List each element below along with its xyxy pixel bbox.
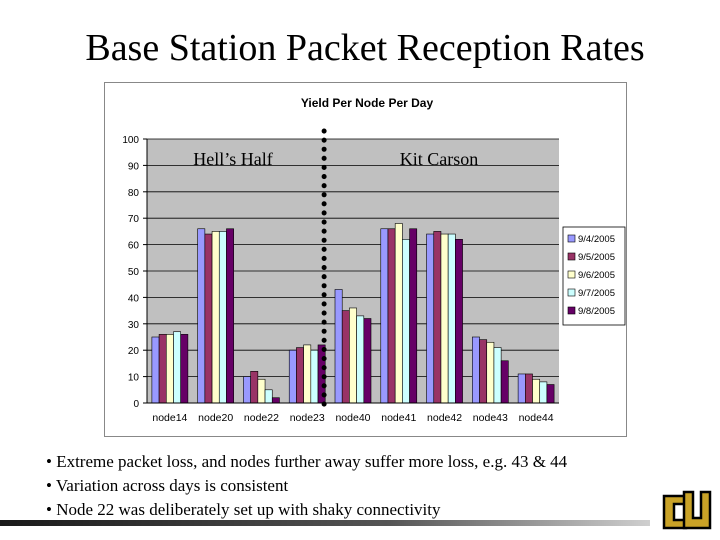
bar [472, 336, 480, 404]
y-tick-label: 80 [128, 188, 140, 199]
bar [447, 233, 456, 404]
cu-logo-icon [662, 490, 712, 530]
y-tick-label: 100 [122, 135, 139, 146]
x-tick-label: node14 [152, 412, 187, 424]
legend-swatch [567, 288, 576, 297]
legend-swatch [567, 252, 576, 261]
bar [409, 228, 418, 404]
x-tick-label: node22 [244, 412, 279, 424]
chart-frame: Yield Per Node Per Day 0 10 20 30 40 50 60 70 80… [104, 82, 627, 437]
x-tick-label: node44 [519, 412, 554, 424]
y-tick-label: 50 [128, 267, 140, 278]
bar [455, 239, 463, 404]
x-tick-label: node40 [335, 412, 370, 424]
legend-swatch [567, 234, 576, 243]
bar [158, 334, 167, 404]
legend-label: 9/4/2005 [578, 234, 615, 245]
bar [264, 389, 273, 404]
bullet-item: • Node 22 was deliberately set up with s… [46, 500, 441, 519]
bar [394, 223, 403, 404]
footer-bar [0, 520, 650, 526]
region-annotation: Hell’s Half [193, 149, 272, 169]
bar [173, 331, 181, 404]
bar [486, 341, 495, 404]
bar [218, 231, 227, 404]
bar [271, 397, 280, 404]
legend-label: 9/8/2005 [578, 306, 615, 317]
bar [257, 378, 266, 404]
bar [250, 371, 259, 404]
bar [243, 376, 251, 404]
x-tick-label: node20 [198, 412, 233, 424]
bar [440, 233, 449, 404]
bar [539, 381, 548, 404]
region-annotation: Kit Carson [400, 149, 479, 169]
legend-label: 9/7/2005 [578, 288, 615, 299]
x-tick-label: node43 [473, 412, 508, 424]
bar [180, 334, 189, 404]
y-tick-label: 0 [133, 399, 139, 410]
bar [334, 289, 343, 404]
y-tick-label: 70 [128, 214, 140, 225]
bar [479, 339, 488, 404]
bar [500, 360, 509, 404]
y-tick-label: 60 [128, 241, 140, 252]
legend-swatch [567, 270, 576, 279]
bar [204, 233, 213, 404]
y-tick-label: 40 [128, 293, 140, 304]
bar [165, 334, 174, 404]
chart-title: Yield Per Node Per Day [301, 96, 434, 110]
bar [303, 344, 312, 404]
bar [546, 384, 555, 404]
bar [363, 318, 372, 404]
bar [341, 310, 350, 404]
y-tick-label: 20 [128, 346, 140, 357]
bar [525, 373, 533, 404]
bar [296, 347, 304, 404]
legend-swatch [567, 306, 576, 315]
bar-chart: Yield Per Node Per Day 0 10 20 30 40 50 60 70 80… [122, 96, 626, 424]
bar [517, 373, 526, 404]
bullet-item: • Extreme packet loss, and nodes further… [46, 452, 568, 471]
x-tick-label: node23 [290, 412, 325, 424]
bar [433, 231, 442, 404]
bar [310, 349, 319, 404]
x-tick-label: node42 [427, 412, 462, 424]
bar [349, 307, 357, 404]
bar [387, 228, 396, 404]
bar [356, 315, 365, 404]
slide-title: Base Station Packet Reception Rates [85, 27, 645, 69]
bar [532, 378, 541, 404]
bar [211, 231, 220, 404]
bar [197, 228, 206, 404]
bar [493, 347, 502, 404]
bar [288, 349, 297, 404]
bar [151, 336, 160, 404]
y-tick-label: 90 [128, 161, 140, 172]
legend: 9/4/2005 9/5/2005 9/6/2005 9/7/2005 9/8/2005 [562, 226, 626, 326]
bullet-item: • Variation across days is consistent [46, 476, 289, 495]
bar [226, 228, 234, 404]
x-tick-label: node41 [381, 412, 416, 424]
bullet-list: • Extreme packet loss, and nodes further… [46, 450, 567, 522]
bar [402, 239, 410, 404]
bar [380, 228, 389, 404]
legend-label: 9/5/2005 [578, 252, 615, 263]
y-tick-label: 10 [128, 373, 140, 384]
y-tick-label: 30 [128, 320, 140, 331]
plot-area: 0 10 20 30 40 50 60 70 80 90 100 node14 node20 node22… [122, 128, 559, 424]
bar [426, 233, 435, 404]
legend-label: 9/6/2005 [578, 270, 615, 281]
